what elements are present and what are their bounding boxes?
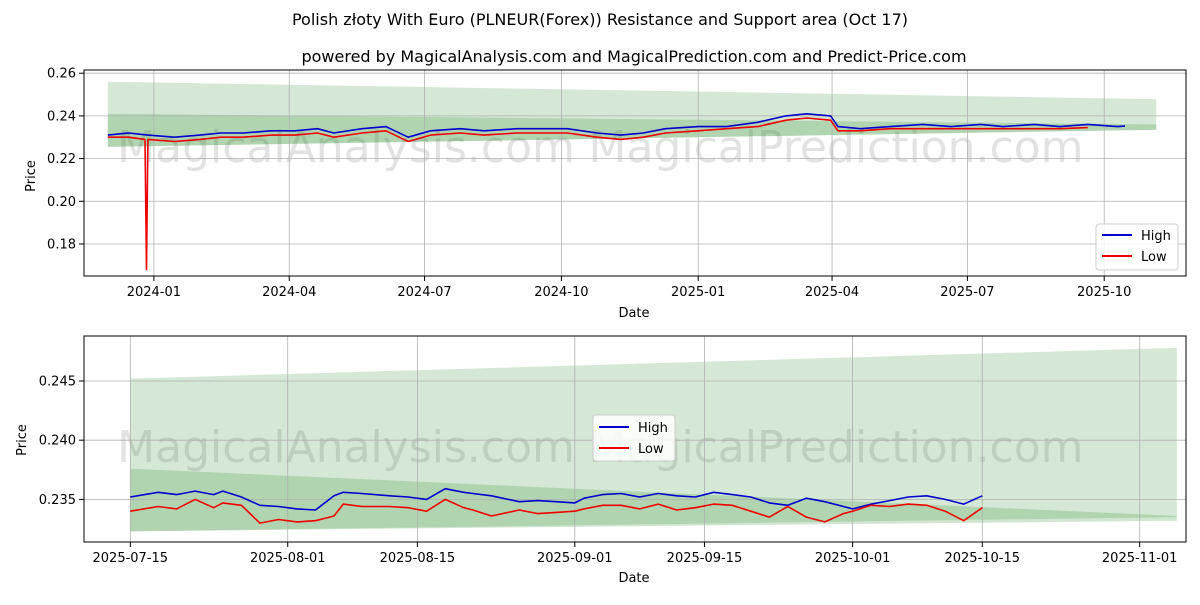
x-tick-label: 2025-10-15 [944, 551, 1020, 566]
x-tick-label: 2025-11-01 [1102, 551, 1178, 566]
y-tick-label: 0.18 [47, 237, 76, 252]
x-tick-label: 2025-01 [671, 285, 725, 300]
bottom-x-ticks: 2025-07-15 2025-08-01 2025-08-15 2025-09-01… [93, 542, 1178, 566]
watermark-prediction: MagicalPrediction.com [589, 122, 1084, 173]
top-bands [107, 81, 1157, 147]
x-tick-label: 2025-08-15 [380, 551, 456, 566]
bottom-x-axis-label: Date [618, 571, 649, 586]
top-legend-low-label: Low [1141, 250, 1167, 265]
y-tick-label: 0.235 [39, 493, 76, 508]
top-x-axis-label: Date [618, 306, 649, 321]
top-legend: High Low [1095, 223, 1179, 271]
band-resistance-dark [107, 113, 1157, 147]
band-resistance-light [107, 81, 1157, 147]
x-tick-label: 2024-04 [262, 285, 316, 300]
top-y-ticks: 0.18 0.20 0.22 0.24 0.26 [47, 67, 84, 252]
y-tick-label: 0.20 [47, 195, 76, 210]
chart-title: Polish złoty With Euro (PLNEUR(Forex)) R… [292, 10, 908, 29]
bottom-y-axis-label: Price [15, 424, 30, 456]
y-tick-label: 0.24 [47, 109, 76, 124]
series-line-low [130, 498, 983, 524]
bottom-panel: MagicalAnalysis.com MagicalPrediction.co… [15, 335, 1187, 586]
bottom-lines [130, 487, 983, 524]
x-tick-label: 2025-07-15 [93, 551, 169, 566]
top-axes-frame [83, 69, 1187, 277]
bottom-y-ticks: 0.235 0.240 0.245 [39, 374, 84, 508]
band-resistance-dark [130, 468, 1177, 532]
top-panel: MagicalAnalysis.com MagicalPrediction.co… [24, 67, 1187, 321]
top-lines [107, 113, 1126, 271]
bottom-legend: High Low [592, 414, 676, 462]
top-legend-high-label: High [1141, 229, 1171, 244]
x-tick-label: 2025-07 [940, 285, 994, 300]
x-tick-label: 2024-07 [397, 285, 451, 300]
x-tick-label: 2025-10-01 [815, 551, 891, 566]
bottom-legend-high-label: High [638, 421, 668, 436]
x-tick-label: 2025-09-15 [667, 551, 743, 566]
top-grid [84, 70, 1186, 276]
top-y-axis-label: Price [24, 160, 39, 192]
y-tick-label: 0.26 [47, 67, 76, 82]
x-tick-label: 2024-10 [534, 285, 588, 300]
x-tick-label: 2025-10 [1077, 285, 1131, 300]
top-x-ticks: 2024-01 2024-04 2024-07 2024-10 2025-01 2025-… [127, 276, 1131, 300]
series-line-high [107, 113, 1126, 138]
bottom-legend-low-label: Low [638, 442, 664, 457]
x-tick-label: 2025-08-01 [250, 551, 326, 566]
y-tick-label: 0.240 [39, 434, 76, 449]
chart-subtitle: powered by MagicalAnalysis.com and Magic… [301, 47, 966, 66]
x-tick-label: 2025-04 [805, 285, 859, 300]
bottom-axes-frame [83, 335, 1187, 543]
series-line-low [107, 117, 1088, 271]
watermark-analysis-bottom: MagicalAnalysis.com [117, 422, 575, 473]
x-tick-label: 2025-09-01 [537, 551, 613, 566]
y-tick-label: 0.245 [39, 374, 76, 389]
y-tick-label: 0.22 [47, 152, 76, 167]
series-line-high [130, 487, 983, 511]
x-tick-label: 2024-01 [127, 285, 181, 300]
